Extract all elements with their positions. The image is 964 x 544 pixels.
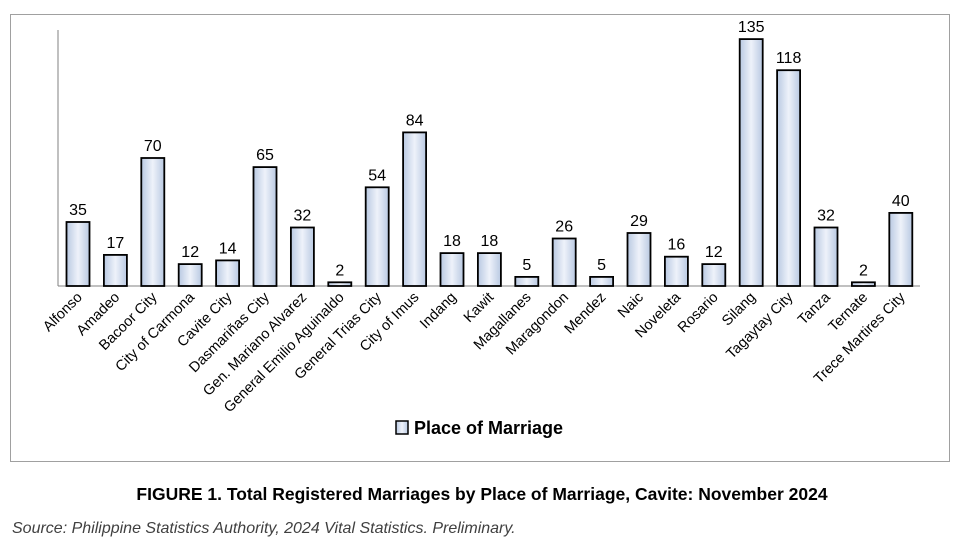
bar bbox=[888, 211, 914, 287]
x-tick-label: Tagaytay City bbox=[724, 289, 797, 362]
data-label: 70 bbox=[144, 138, 162, 155]
data-label: 118 bbox=[776, 50, 802, 67]
bar bbox=[476, 252, 502, 287]
bar bbox=[851, 281, 876, 287]
bar bbox=[289, 226, 315, 287]
bar bbox=[364, 186, 390, 287]
data-label: 2 bbox=[859, 262, 868, 279]
bar bbox=[215, 259, 241, 287]
source-note: Source: Philippine Statistics Authority,… bbox=[12, 520, 516, 537]
bar bbox=[140, 157, 166, 287]
data-label: 32 bbox=[294, 208, 312, 225]
data-label: 5 bbox=[522, 257, 531, 274]
data-label: 84 bbox=[406, 112, 424, 129]
bar bbox=[626, 232, 652, 287]
x-tick-label: Naic bbox=[615, 290, 647, 322]
x-tick-label: Mendez bbox=[562, 290, 610, 338]
data-label: 40 bbox=[892, 193, 910, 210]
bar bbox=[439, 252, 465, 287]
bar bbox=[776, 69, 801, 287]
bar bbox=[252, 166, 278, 287]
x-tick-label: Rosario bbox=[675, 290, 722, 337]
bar bbox=[177, 263, 203, 287]
data-label: 12 bbox=[705, 244, 723, 261]
bar bbox=[664, 255, 689, 287]
chart-frame bbox=[10, 14, 950, 462]
data-label: 65 bbox=[256, 147, 274, 164]
bar bbox=[738, 38, 764, 287]
data-label: 16 bbox=[668, 237, 686, 254]
bar bbox=[589, 275, 614, 287]
data-label: 26 bbox=[555, 219, 573, 236]
data-label: 12 bbox=[181, 244, 199, 261]
data-label: 18 bbox=[443, 233, 461, 250]
data-label: 32 bbox=[817, 208, 835, 225]
bar-chart: 35 17 70 12 14 65 32 2 54 84 18 18 5 26 5 29 16 12 135 118 3… bbox=[40, 19, 920, 438]
legend-label: Place of Marriage bbox=[414, 418, 563, 438]
data-label: 35 bbox=[69, 202, 87, 219]
bar bbox=[65, 221, 91, 287]
bar bbox=[813, 226, 839, 287]
bar bbox=[103, 253, 128, 287]
data-label: 135 bbox=[738, 19, 765, 36]
bar bbox=[402, 131, 428, 287]
x-tick-label: Indang bbox=[417, 290, 460, 333]
data-label: 29 bbox=[630, 213, 648, 230]
data-label: 14 bbox=[219, 240, 237, 257]
figure-caption: FIGURE 1. Total Registered Marriages by … bbox=[136, 484, 828, 504]
data-label: 2 bbox=[335, 262, 344, 279]
data-label: 5 bbox=[597, 257, 606, 274]
data-label: 18 bbox=[481, 233, 499, 250]
bar bbox=[551, 237, 577, 287]
bar bbox=[327, 281, 353, 287]
bar bbox=[701, 263, 727, 287]
legend-swatch bbox=[395, 420, 409, 435]
data-label: 17 bbox=[107, 235, 125, 252]
legend: Place of Marriage bbox=[395, 418, 563, 438]
bar bbox=[514, 275, 540, 287]
data-label: 54 bbox=[368, 167, 386, 184]
